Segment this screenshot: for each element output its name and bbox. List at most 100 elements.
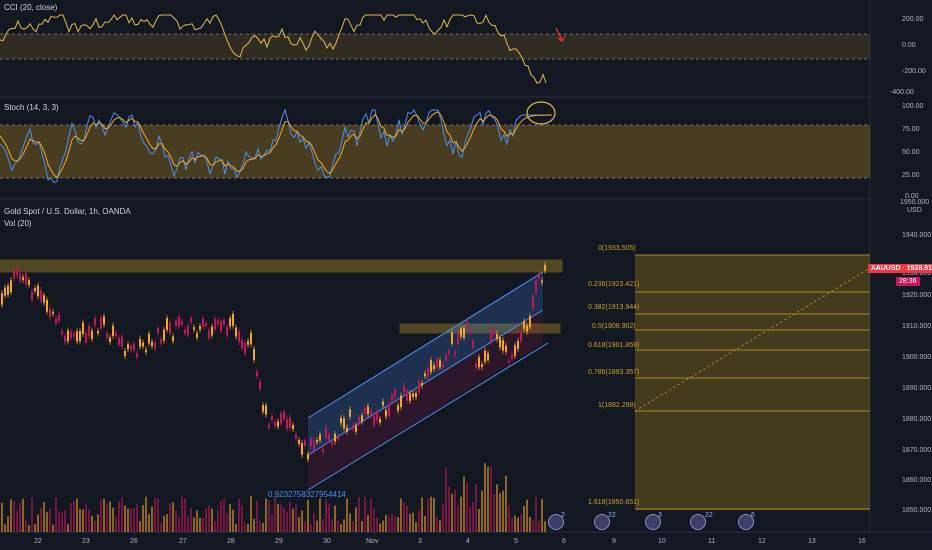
volume-bar (253, 518, 255, 532)
candle-body (520, 332, 522, 342)
fib-level-label: 0.786(1893.357) (588, 369, 640, 376)
candle-body (307, 453, 309, 460)
candle-body (379, 418, 381, 423)
volume-bar (100, 499, 102, 532)
fib-level-label: 1.618(1850.651) (588, 499, 640, 506)
volume-bar (112, 507, 114, 532)
volume-bar (211, 508, 213, 532)
currency-label[interactable]: USD (907, 207, 922, 214)
candle-body (247, 340, 249, 345)
volume-bar (424, 516, 426, 532)
candle-body (292, 424, 294, 429)
economic-event-flag-icon[interactable] (594, 514, 610, 530)
volume-bar (367, 515, 369, 532)
main-pane-title[interactable]: Gold Spot / U.S. Dollar, 1h, OANDA (4, 207, 131, 216)
candle-body (277, 421, 279, 427)
volume-label[interactable]: Vol (20) (4, 219, 32, 228)
candle-body (22, 276, 24, 281)
volume-bar (247, 524, 249, 532)
candle-body (139, 338, 141, 347)
candle-body (400, 395, 402, 408)
candle-body (79, 331, 81, 342)
volume-bar (283, 507, 285, 532)
cci-tick: -200.00 (902, 68, 926, 75)
candle-body (337, 436, 339, 440)
stoch-k-line (0, 108, 552, 184)
volume-bar (433, 497, 435, 532)
volume-bar (220, 500, 222, 532)
candle-body (274, 421, 276, 427)
volume-bar (7, 516, 9, 532)
volume-bar (241, 505, 243, 532)
volume-bar (418, 510, 420, 532)
time-tick: 5 (514, 538, 518, 545)
volume-bar (484, 463, 486, 532)
volume-bar (532, 520, 534, 532)
candle-body (253, 348, 255, 361)
volume-bar (43, 502, 45, 532)
volume-bar (262, 522, 264, 532)
candle-body (163, 329, 165, 341)
volume-bar (37, 514, 39, 532)
candle-body (127, 344, 129, 350)
volume-bar (334, 505, 336, 532)
candle-body (304, 440, 306, 447)
candle-body (133, 343, 135, 350)
candle-body (142, 342, 144, 347)
candle-body (268, 424, 270, 429)
volume-bar (448, 486, 450, 532)
volume-bar (28, 525, 30, 532)
candle-body (199, 326, 201, 330)
cci-pane-title[interactable]: CCI (20, close) (4, 3, 58, 12)
economic-event-flag-icon[interactable] (645, 514, 661, 530)
candle-body (409, 393, 411, 401)
stoch-pane-title[interactable]: Stoch (14, 3, 3) (4, 103, 59, 112)
candle-body (112, 325, 114, 337)
volume-bar (217, 510, 219, 532)
time-tick: 29 (275, 538, 283, 545)
time-tick: 16 (858, 538, 866, 545)
candle-body (523, 320, 525, 329)
volume-bar (1, 502, 3, 532)
candle-body (265, 405, 267, 415)
volume-bar (40, 507, 42, 532)
volume-bar (148, 514, 150, 532)
candle-body (238, 331, 240, 342)
candle-body (382, 401, 384, 406)
candle-body (373, 415, 375, 426)
volume-bar (508, 505, 510, 532)
volume-bar (13, 501, 15, 532)
price-tick: 1920.000 (902, 292, 932, 299)
volume-bar (313, 513, 315, 532)
volume-bar (274, 497, 276, 532)
volume-bar (421, 497, 423, 532)
volume-bar (181, 496, 183, 532)
economic-event-flag-icon[interactable] (738, 514, 754, 530)
volume-bar (79, 509, 81, 532)
volume-bar (235, 524, 237, 532)
current-price-tag[interactable]: XAUUSD · 1928.916 (868, 264, 932, 273)
volume-bar (163, 516, 165, 532)
candle-body (451, 332, 453, 344)
candle-body (214, 318, 216, 330)
fib-level-label: 0(1933.505) (598, 245, 636, 252)
candle-body (367, 406, 369, 415)
candle-body (52, 311, 54, 314)
economic-event-flag-icon[interactable] (690, 514, 706, 530)
price-tick-partial: 1950.000 (900, 199, 930, 206)
volume-bar (364, 497, 366, 532)
candle-body (412, 393, 414, 397)
candle-body (4, 287, 6, 296)
candle-body (73, 333, 75, 337)
volume-bar (115, 517, 117, 532)
event-count: 6 (751, 512, 755, 519)
candle-body (10, 280, 12, 293)
candle-body (175, 320, 177, 327)
candle-body (508, 360, 510, 363)
economic-event-flag-icon[interactable] (548, 514, 564, 530)
candle-body (19, 273, 21, 282)
candle-body (154, 342, 156, 349)
candle-body (334, 433, 336, 442)
